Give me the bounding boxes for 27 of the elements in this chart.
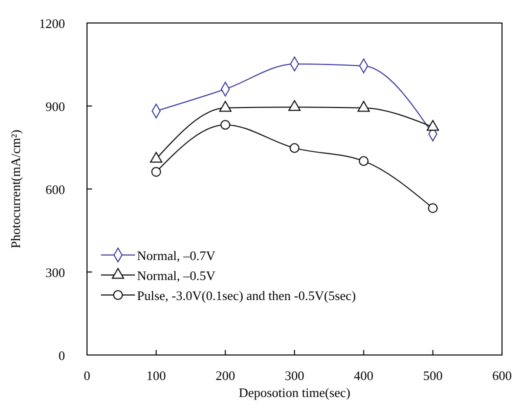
- x-axis-title: Deposotion time(sec): [238, 385, 350, 400]
- legend-label: Pulse, -3.0V(0.1sec) and then -0.5V(5sec): [137, 288, 356, 303]
- legend-label: Normal, –0.7V: [137, 248, 216, 263]
- x-tick-label: 0: [84, 368, 90, 383]
- x-tick-label: 300: [284, 368, 304, 383]
- x-tick-label: 600: [492, 368, 512, 383]
- point: [150, 152, 162, 163]
- point: [151, 166, 162, 177]
- point: [288, 100, 301, 111]
- point: [219, 100, 232, 112]
- point: [358, 156, 369, 166]
- x-tick-label: 100: [146, 368, 166, 383]
- y-tick-label: 300: [46, 265, 65, 280]
- x-tick-label: 200: [216, 368, 236, 383]
- point: [428, 203, 438, 213]
- legend-label: Normal, –0.5V: [137, 268, 216, 283]
- y-tick-label: 900: [46, 99, 65, 114]
- y-tick-label: 0: [58, 348, 65, 363]
- point: [358, 100, 370, 112]
- x-tick-label: 400: [354, 368, 374, 383]
- point: [290, 143, 300, 153]
- y-tick-label: 1200: [39, 16, 65, 31]
- y-axis-title: Photocurrent(mA/cm²): [8, 130, 23, 248]
- y-tick-label: 600: [46, 182, 65, 197]
- x-tick-label: 500: [423, 368, 443, 383]
- point: [220, 120, 230, 130]
- point: [426, 120, 439, 131]
